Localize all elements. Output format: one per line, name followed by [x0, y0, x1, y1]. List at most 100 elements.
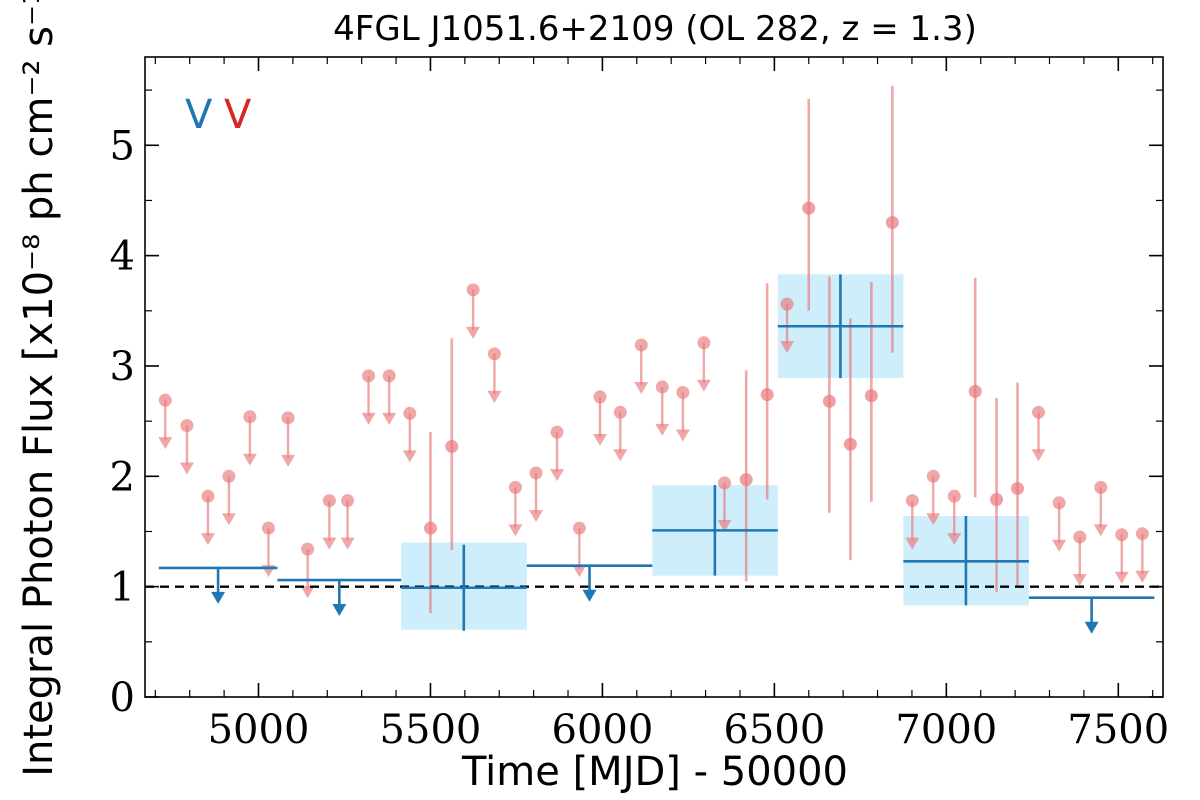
- upper-limit-marker: [222, 469, 236, 483]
- upper-limit-arrow-head: [717, 519, 732, 532]
- data-point: [760, 388, 774, 402]
- upper-limit-marker: [301, 542, 315, 556]
- x-tick-label: 7500: [1067, 707, 1169, 753]
- upper-limit-arrow-head: [361, 412, 376, 425]
- y-tick-label: 3: [110, 344, 135, 390]
- data-point: [990, 492, 1004, 506]
- upper-limit-marker: [655, 380, 669, 394]
- upper-limit-marker: [1073, 530, 1087, 544]
- upper-limit-arrow-head: [1072, 574, 1087, 586]
- upper-limit-arrow-head: [582, 589, 597, 602]
- data-point: [423, 521, 437, 535]
- data-point: [445, 440, 459, 454]
- legend: V V: [185, 92, 252, 138]
- upper-limit-arrow-head: [1114, 571, 1129, 584]
- chart-title: 4FGL J1051.6+2109 (OL 282, z = 1.3): [333, 9, 977, 49]
- x-tick-label: 6500: [723, 707, 825, 753]
- upper-limit-arrow-head: [1093, 524, 1108, 537]
- upper-limit-marker: [572, 521, 586, 535]
- upper-limit-arrow-head: [487, 390, 502, 403]
- upper-limit-marker: [634, 338, 648, 352]
- upper-limit-arrow-head: [300, 586, 315, 599]
- data-point: [843, 437, 857, 451]
- upper-limit-arrow-head: [466, 326, 481, 339]
- upper-limit-arrow-head: [402, 450, 417, 463]
- upper-limit-marker: [382, 369, 396, 383]
- x-axis-label: Time [MJD] - 50000: [461, 749, 848, 795]
- upper-limit-arrow-head: [340, 537, 355, 550]
- plot-frame: [144, 56, 1164, 698]
- upper-limit-marker: [1032, 405, 1046, 419]
- upper-limit-arrow-head: [905, 537, 920, 550]
- data-point: [864, 389, 878, 403]
- upper-limit-marker: [281, 411, 295, 425]
- upper-limit-arrow-head: [200, 533, 215, 546]
- weekly-series: [158, 85, 1150, 614]
- legend-entry-red: V: [224, 92, 252, 138]
- upper-limit-marker: [926, 469, 940, 483]
- legend-entry-blue: V: [185, 92, 213, 138]
- data-point: [885, 216, 899, 230]
- upper-limit-arrow-head: [332, 604, 347, 617]
- upper-limit-arrow-head: [281, 454, 296, 467]
- yearly-series: [158, 274, 1155, 634]
- upper-limit-marker: [1115, 528, 1129, 542]
- upper-limit-arrow-head: [613, 449, 628, 462]
- x-tick-label: 6000: [552, 707, 654, 753]
- upper-limit-arrow-head: [382, 412, 397, 425]
- upper-limit-marker: [487, 347, 501, 361]
- upper-limit-marker: [466, 283, 480, 297]
- axis-ticks: 5000 5500 6000 6500 7000 7500 0 1 2 3 4 5: [110, 57, 1169, 753]
- upper-limit-arrow-head: [655, 423, 670, 436]
- y-tick-label: 0: [110, 675, 135, 721]
- upper-limit-arrow-head: [634, 382, 649, 394]
- uncertainty-boxes: [401, 274, 1029, 630]
- upper-limit-marker: [1094, 480, 1108, 494]
- upper-limit-marker: [1135, 527, 1149, 541]
- x-tick-label: 5000: [208, 707, 310, 753]
- data-point: [739, 473, 753, 487]
- data-point: [822, 394, 836, 408]
- upper-limit-arrow-head: [529, 510, 544, 522]
- upper-limit-arrow-head: [158, 437, 173, 450]
- upper-limit-arrow-head: [221, 513, 236, 526]
- upper-limit-marker: [550, 425, 564, 439]
- upper-limit-arrow-head: [1084, 621, 1099, 634]
- upper-limit-arrow-head: [322, 537, 337, 550]
- upper-limit-marker: [1052, 496, 1066, 510]
- data-point: [968, 384, 982, 398]
- upper-limit-arrow-head: [675, 429, 690, 442]
- upper-limit-marker: [780, 297, 794, 311]
- upper-limit-marker: [613, 405, 627, 419]
- upper-limit-marker: [261, 521, 275, 535]
- upper-limit-arrow-head: [572, 565, 587, 578]
- data-point: [1011, 481, 1025, 495]
- upper-limit-marker: [905, 494, 919, 508]
- y-tick-label: 4: [110, 234, 135, 280]
- upper-limit-arrow-head: [242, 453, 257, 466]
- data-point: [802, 201, 816, 215]
- upper-limit-arrow-head: [550, 469, 565, 482]
- upper-limit-arrow-head: [508, 524, 523, 537]
- upper-limit-marker: [697, 336, 711, 350]
- upper-limit-marker: [243, 410, 257, 424]
- upper-limit-marker: [403, 406, 417, 420]
- y-tick-label: 2: [110, 454, 135, 500]
- upper-limit-marker: [508, 480, 522, 494]
- upper-limit-marker: [529, 466, 543, 480]
- upper-limit-arrow-head: [179, 462, 194, 475]
- upper-limit-marker: [201, 489, 215, 503]
- upper-limit-marker: [947, 489, 961, 503]
- upper-limit-arrow-head: [947, 533, 962, 546]
- x-tick-label: 7000: [895, 707, 997, 753]
- upper-limit-arrow-head: [926, 513, 941, 526]
- y-axis-label: Integral Photon Flux [x10⁻⁸ ph cm⁻² s⁻¹]: [16, 0, 62, 777]
- upper-limit-arrow-head: [1135, 570, 1150, 583]
- upper-limit-marker: [341, 494, 355, 508]
- upper-limit-arrow-head: [211, 591, 226, 604]
- upper-limit-arrow-head: [593, 433, 608, 446]
- upper-limit-arrow-head: [1031, 449, 1046, 462]
- upper-limit-arrow-head: [696, 379, 711, 392]
- upper-limit-marker: [180, 419, 194, 433]
